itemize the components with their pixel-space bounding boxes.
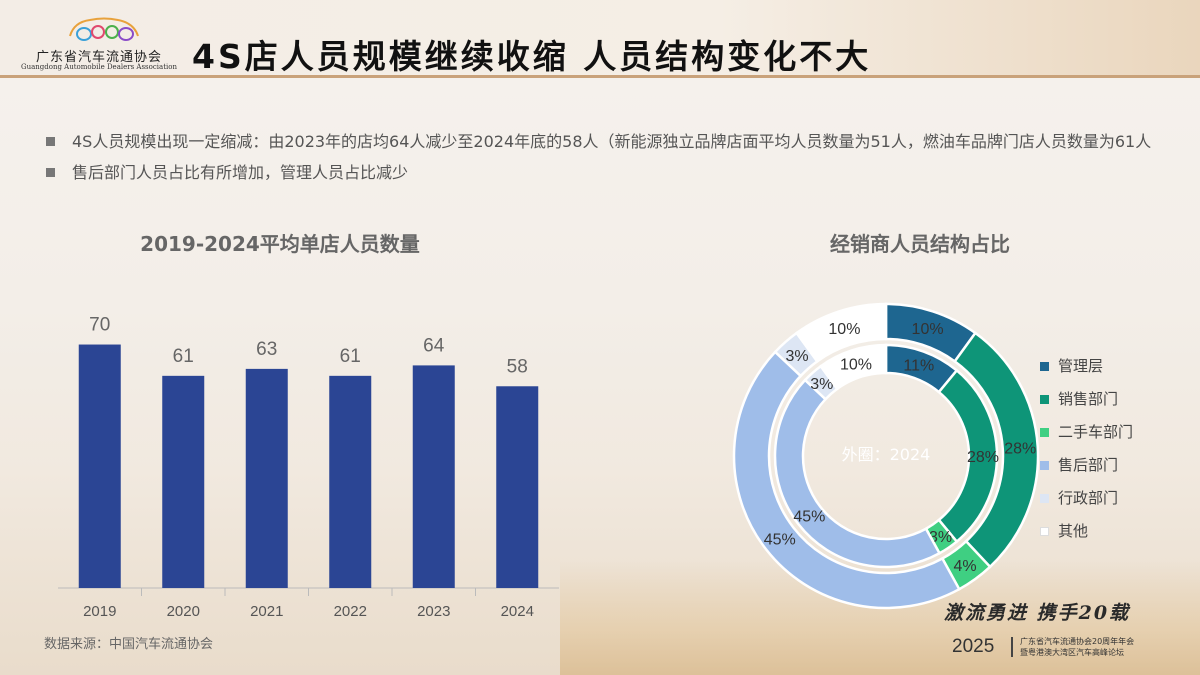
inner-ring-label: 3% xyxy=(929,529,952,546)
bar-value-label: 58 xyxy=(507,356,528,377)
legend-label: 管理层 xyxy=(1058,357,1104,375)
bar-value-label: 64 xyxy=(423,335,445,356)
logo-english-name: Guangdong Automobile Dealers Association xyxy=(21,63,177,71)
bullet-item: 售后部门人员占比有所增加，管理人员占比减少 xyxy=(44,159,1184,186)
bar xyxy=(162,375,205,588)
event-slogan: 激流勇进 携手20载 xyxy=(944,602,1131,624)
header-bar: 广东省汽车流通协会 Guangdong Automobile Dealers A… xyxy=(0,0,1200,78)
inner-ring-label: 3% xyxy=(810,376,833,393)
outer-ring-label: 10% xyxy=(828,321,860,338)
legend-item: 行政部门 xyxy=(1040,488,1140,521)
donut-chart-title: 经销商人员结构占比 xyxy=(830,232,1010,256)
outer-ring-segment xyxy=(953,331,1040,569)
legend-swatch xyxy=(1040,362,1049,371)
outer-ring-segment xyxy=(794,302,888,364)
page-title: 4S店人员规模继续收缩 人员结构变化不大 xyxy=(192,37,872,76)
inner-ring-segment xyxy=(884,343,959,394)
legend-item: 其他 xyxy=(1040,521,1140,554)
bar-value-label: 61 xyxy=(340,346,361,367)
legend-label: 二手车部门 xyxy=(1058,423,1134,441)
donut-center-label: 外圈：2024 xyxy=(842,445,931,464)
bar xyxy=(245,368,288,588)
association-logo: 广东省汽车流通协会 Guangdong Automobile Dealers A… xyxy=(14,14,184,74)
logo-chinese-name: 广东省汽车流通协会 xyxy=(35,50,162,65)
inner-ring-label: 11% xyxy=(903,358,934,375)
legend-item: 销售部门 xyxy=(1040,389,1140,422)
bullet-item: 4S人员规模出现一定缩减：由2023年的店均64人减少至2024年底的58人（新… xyxy=(44,128,1184,155)
outer-ring-label: 10% xyxy=(912,321,944,338)
bar-chart: 70 2019 61 2020 63 2021 61 2022 64 2023 58 2024 xyxy=(58,315,559,620)
legend-swatch xyxy=(1040,494,1049,503)
bar xyxy=(496,386,539,588)
legend-item: 售后部门 xyxy=(1040,455,1140,488)
inner-ring-segment xyxy=(924,518,959,555)
data-source: 数据来源：中国汽车流通协会 xyxy=(44,637,214,652)
outer-ring-label: 45% xyxy=(764,531,796,548)
legend-swatch xyxy=(1040,527,1049,536)
legend-label: 行政部门 xyxy=(1058,489,1119,507)
legend-label: 其他 xyxy=(1058,522,1089,540)
bar-value-label: 61 xyxy=(173,346,194,367)
legend-item: 二手车部门 xyxy=(1040,422,1140,455)
outer-ring-segment xyxy=(884,302,978,364)
outer-ring-segment xyxy=(773,331,819,378)
legend-swatch xyxy=(1040,395,1049,404)
bar xyxy=(78,344,121,588)
x-tick-label: 2022 xyxy=(334,603,367,620)
inner-ring-segment xyxy=(819,343,888,391)
bar-value-label: 63 xyxy=(256,339,277,360)
bar xyxy=(412,365,455,588)
inner-ring-segment xyxy=(937,368,999,544)
bar xyxy=(329,375,372,588)
legend-swatch xyxy=(1040,428,1049,437)
inner-ring-segment xyxy=(773,378,942,569)
donut-legend: 管理层销售部门二手车部门售后部门行政部门其他 xyxy=(1040,356,1140,554)
inner-ring-label: 10% xyxy=(840,357,872,374)
inner-ring-label: 45% xyxy=(793,508,825,525)
inner-ring-segment xyxy=(803,364,839,401)
x-tick-label: 2024 xyxy=(501,603,534,620)
bar-chart-title: 2019-2024平均单店人员数量 xyxy=(140,232,420,256)
bar-value-label: 70 xyxy=(89,315,110,336)
legend-label: 售后部门 xyxy=(1058,456,1119,474)
event-name: 广东省汽车流通协会20周年年会 xyxy=(1020,637,1135,646)
x-tick-label: 2020 xyxy=(167,603,200,620)
car-logo-icon xyxy=(69,17,139,41)
outer-ring-label: 3% xyxy=(785,348,808,365)
event-year: 2025 xyxy=(952,636,995,657)
legend-swatch xyxy=(1040,461,1049,470)
x-tick-label: 2019 xyxy=(83,603,116,620)
event-forum: 暨粤港澳大湾区汽车高峰论坛 xyxy=(1020,648,1124,657)
outer-ring-label: 28% xyxy=(1004,441,1036,458)
x-tick-label: 2021 xyxy=(250,603,283,620)
inner-ring-label: 28% xyxy=(967,449,999,466)
x-tick-label: 2023 xyxy=(417,603,450,620)
divider xyxy=(1011,637,1013,657)
legend-item: 管理层 xyxy=(1040,356,1140,389)
bullet-list: 4S人员规模出现一定缩减：由2023年的店均64人减少至2024年底的58人（新… xyxy=(44,128,1184,190)
legend-label: 销售部门 xyxy=(1058,390,1119,408)
